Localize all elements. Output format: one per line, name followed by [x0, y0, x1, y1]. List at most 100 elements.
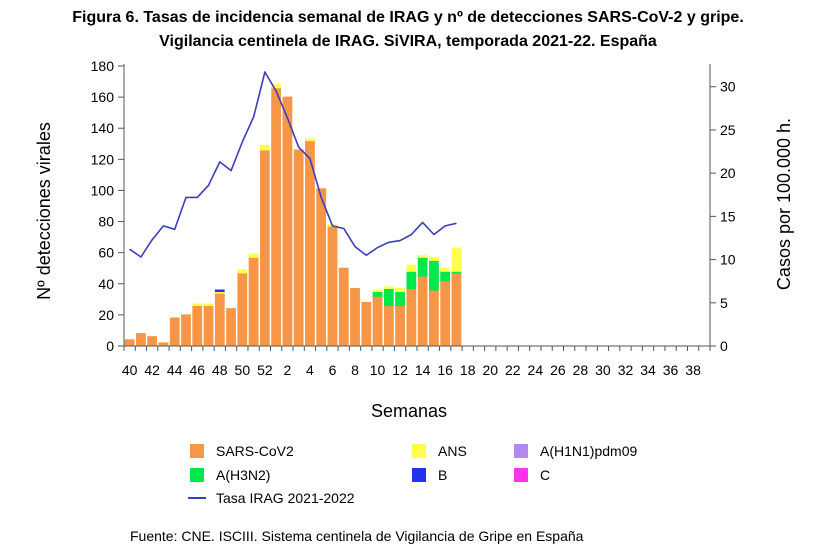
bar-sars-cov2-5 — [316, 188, 327, 347]
legend-swatch-a-h1n1-pdm09 — [514, 444, 528, 458]
legend-label-a-h3n2-: A(H3N2) — [216, 467, 270, 483]
legend: SARS-CoV2 ANS A(H1N1)pdm09 A(H3N2) B C Tasa IR… — [188, 443, 637, 506]
bar-sars-cov2-12 — [395, 305, 405, 347]
y-tick-label-right-20: 20 — [720, 165, 736, 181]
bar-sars-cov2-45 — [181, 314, 191, 347]
legend-label-b: B — [438, 467, 447, 483]
bar-b-48 — [214, 289, 225, 293]
bar-sars-cov2-48 — [214, 292, 225, 347]
x-tick-label-46: 46 — [189, 362, 205, 378]
bar-sars-cov2-52 — [259, 149, 270, 347]
y-tick-label-right-0: 0 — [720, 338, 728, 354]
y-tick-label-left-180: 180 — [91, 58, 115, 74]
y-tick-label-right-25: 25 — [720, 122, 736, 138]
bar-sars-cov2-46 — [192, 305, 203, 347]
x-tick-label-26: 26 — [550, 362, 566, 378]
x-tick-label-22: 22 — [505, 362, 521, 378]
y-tick-label-left-40: 40 — [98, 276, 114, 292]
bar-sars-cov2-9 — [361, 301, 372, 347]
source-note: Fuente: CNE. ISCIII. Sistema centinela d… — [130, 528, 584, 544]
legend-swatch-c — [514, 468, 528, 482]
x-tick-label-50: 50 — [235, 362, 251, 378]
x-tick-label-36: 36 — [663, 362, 679, 378]
legend-label-c: C — [540, 467, 550, 483]
bar-ans-51 — [248, 253, 259, 258]
y-tick-label-left-160: 160 — [91, 89, 115, 105]
bar-ans-12 — [395, 287, 405, 293]
y-tick-label-left-20: 20 — [98, 307, 114, 323]
bars-group — [124, 84, 462, 347]
bar-sars-cov2-44 — [169, 317, 180, 347]
x-tick-label-2: 2 — [284, 362, 292, 378]
bar-sars-cov2-2 — [282, 96, 293, 347]
legend-swatch-sars-cov2 — [190, 444, 204, 458]
x-axis-label: Semanas — [371, 401, 447, 421]
bar-ans-47 — [203, 303, 214, 307]
bar-ans-4 — [305, 138, 315, 142]
x-tick-label-42: 42 — [144, 362, 160, 378]
x-tick-label-12: 12 — [392, 362, 408, 378]
legend-label-sars-cov2: SARS-CoV2 — [216, 443, 294, 459]
bar-a-h3n2--13 — [406, 270, 417, 289]
x-tick-label-38: 38 — [685, 362, 701, 378]
bar-a-h3n2--12 — [395, 291, 405, 307]
bar-ans-17 — [451, 247, 462, 272]
bar-sars-cov2-50 — [237, 272, 248, 347]
x-tick-label-48: 48 — [212, 362, 228, 378]
bar-sars-cov2-11 — [383, 305, 394, 347]
bar-a-h3n2--16 — [440, 270, 451, 282]
x-tick-label-18: 18 — [460, 362, 476, 378]
bar-sars-cov2-40 — [124, 339, 135, 347]
bar-ans-11 — [383, 286, 394, 289]
bar-ans-1 — [271, 84, 282, 89]
chart-title-line1: Figura 6. Tasas de incidencia semanal de… — [72, 9, 744, 26]
line-tasa-irag — [129, 71, 457, 258]
x-tick-label-30: 30 — [595, 362, 611, 378]
bar-ans-10 — [372, 289, 383, 293]
bar-a-h3n2--15 — [429, 259, 439, 291]
y-tick-label-right-15: 15 — [720, 208, 736, 224]
x-tick-label-8: 8 — [351, 362, 359, 378]
bar-sars-cov2-3 — [293, 149, 304, 347]
bar-sars-cov2-47 — [203, 305, 214, 347]
y-tick-label-right-30: 30 — [720, 79, 736, 95]
x-tick-label-32: 32 — [618, 362, 634, 378]
bar-sars-cov2-6 — [327, 225, 338, 347]
legend-swatch-a-h3n2- — [190, 468, 204, 482]
chart-title-line2: Vigilancia centinela de IRAG. SiVIRA, te… — [159, 33, 657, 50]
bar-ans-15 — [429, 256, 439, 261]
x-tick-label-10: 10 — [370, 362, 386, 378]
y-tick-label-left-100: 100 — [91, 182, 115, 198]
bar-sars-cov2-8 — [350, 287, 360, 347]
bar-sars-cov2-16 — [440, 280, 451, 347]
bar-ans-13 — [406, 264, 417, 272]
legend-swatch-b — [412, 468, 426, 482]
y-tick-label-left-140: 140 — [91, 120, 115, 136]
line-group — [129, 71, 457, 258]
legend-label-a-h1n1-pdm09: A(H1N1)pdm09 — [540, 443, 637, 459]
x-tick-label-40: 40 — [122, 362, 138, 378]
x-tick-label-34: 34 — [640, 362, 656, 378]
legend-swatch-ans — [412, 444, 426, 458]
bar-ans-46 — [192, 303, 203, 307]
bar-sars-cov2-17 — [451, 272, 462, 347]
x-tick-label-16: 16 — [437, 362, 453, 378]
x-tick-label-14: 14 — [415, 362, 431, 378]
bar-sars-cov2-10 — [372, 295, 383, 347]
bar-sars-cov2-41 — [136, 333, 146, 347]
x-tick-label-44: 44 — [167, 362, 183, 378]
y-tick-label-left-80: 80 — [98, 214, 114, 230]
bar-ans-14 — [417, 255, 428, 258]
x-tick-label-4: 4 — [306, 362, 314, 378]
bar-a-h3n2--14 — [417, 256, 428, 277]
y-tick-label-left-120: 120 — [91, 151, 115, 167]
bar-a-h3n2--11 — [383, 287, 394, 307]
y-tick-label-left-0: 0 — [106, 338, 114, 354]
bar-sars-cov2-49 — [226, 308, 236, 347]
legend-label-tasa-irag-2021-2022: Tasa IRAG 2021-2022 — [216, 490, 355, 506]
y-tick-label-left-60: 60 — [98, 245, 114, 261]
y-tick-label-right-5: 5 — [720, 295, 728, 311]
y-axis-label-left: Nº detecciones virales — [34, 122, 54, 300]
